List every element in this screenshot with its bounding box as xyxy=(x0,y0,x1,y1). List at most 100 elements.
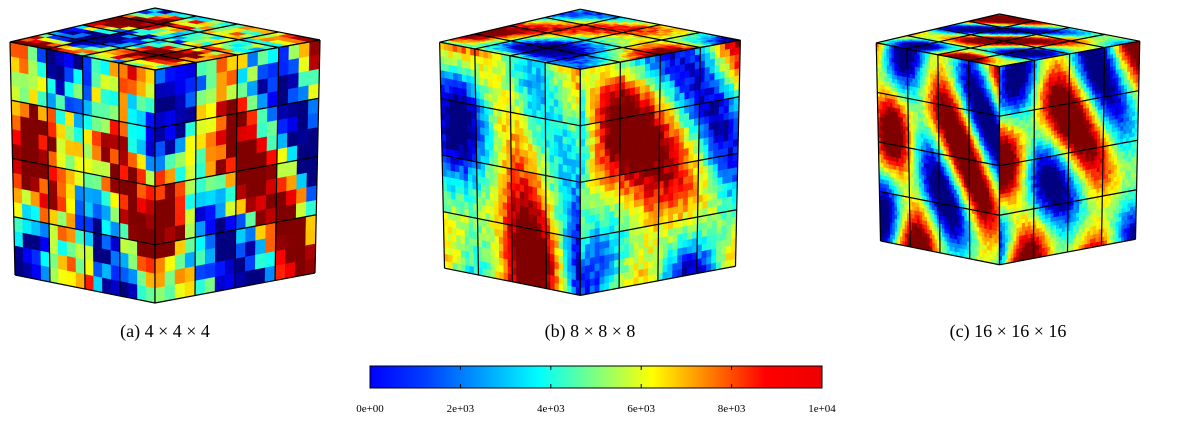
cell xyxy=(682,204,689,213)
cell xyxy=(619,187,625,197)
cell xyxy=(489,185,495,194)
cell xyxy=(584,194,591,203)
cell xyxy=(497,116,503,125)
cell xyxy=(734,47,741,56)
cell xyxy=(540,75,546,85)
cell xyxy=(712,184,718,194)
cell xyxy=(490,256,496,265)
cell xyxy=(698,138,705,147)
cell xyxy=(246,138,258,156)
cell xyxy=(467,124,473,134)
cell xyxy=(118,120,129,138)
cell xyxy=(649,97,656,107)
cell xyxy=(716,226,723,235)
cell xyxy=(92,173,102,191)
cell xyxy=(567,151,572,160)
cell xyxy=(84,230,94,248)
cell xyxy=(689,76,696,85)
cell xyxy=(567,271,573,280)
cell xyxy=(687,224,693,234)
cell xyxy=(489,192,495,201)
cell xyxy=(523,79,529,88)
cell xyxy=(678,184,684,193)
cell xyxy=(497,123,503,133)
cell xyxy=(91,72,102,89)
cell xyxy=(536,187,542,197)
cell xyxy=(246,109,258,127)
cell xyxy=(549,140,555,150)
cell xyxy=(276,161,288,179)
cell xyxy=(575,202,581,211)
cell xyxy=(22,218,32,236)
cell xyxy=(648,253,654,262)
cell xyxy=(128,210,138,227)
cell xyxy=(585,88,591,97)
cell xyxy=(443,49,449,59)
cell xyxy=(558,71,564,81)
cell xyxy=(679,113,685,123)
cell xyxy=(174,267,186,285)
cell xyxy=(515,197,521,207)
cell xyxy=(110,206,120,224)
cell xyxy=(145,286,156,304)
cell xyxy=(663,200,669,210)
cell xyxy=(693,131,700,141)
cell xyxy=(93,246,103,264)
cell xyxy=(84,245,94,262)
cell xyxy=(659,81,666,91)
cell xyxy=(687,203,694,213)
cell xyxy=(567,214,572,224)
cell xyxy=(558,85,564,95)
cell xyxy=(165,65,176,83)
cell xyxy=(101,146,111,164)
cell xyxy=(136,109,147,127)
cell xyxy=(553,127,559,137)
cell xyxy=(236,81,248,99)
cell xyxy=(234,271,246,289)
cell xyxy=(604,84,611,94)
cell xyxy=(445,134,451,144)
cell xyxy=(523,100,529,109)
cell xyxy=(562,185,568,195)
cell xyxy=(649,90,656,100)
cell xyxy=(723,105,730,114)
cell xyxy=(469,244,475,254)
cell xyxy=(468,230,474,240)
cell xyxy=(214,275,226,293)
cell xyxy=(629,66,636,75)
cell xyxy=(466,117,472,127)
cell xyxy=(727,167,733,177)
cell xyxy=(145,169,156,187)
cell xyxy=(532,102,537,111)
cell xyxy=(677,205,684,214)
cell xyxy=(711,220,718,229)
cell xyxy=(514,91,520,101)
cell xyxy=(214,245,226,263)
cell xyxy=(639,92,646,102)
cell xyxy=(119,281,130,299)
cell xyxy=(184,280,196,298)
cell xyxy=(65,154,76,172)
cell xyxy=(604,247,610,256)
cell xyxy=(514,63,520,72)
cell xyxy=(285,218,297,236)
cell xyxy=(494,193,499,202)
cell xyxy=(74,126,84,144)
cell xyxy=(457,66,463,75)
cell xyxy=(493,143,499,153)
cell xyxy=(145,126,156,144)
cell xyxy=(678,170,684,179)
cell xyxy=(465,258,471,267)
cell xyxy=(185,135,197,153)
cell xyxy=(648,239,654,248)
cell xyxy=(653,231,659,240)
cell xyxy=(638,191,645,200)
cell xyxy=(37,76,48,93)
cell xyxy=(22,203,32,221)
cell xyxy=(109,90,120,107)
cell xyxy=(460,243,466,252)
cell xyxy=(515,190,521,200)
cell xyxy=(589,136,596,146)
cell xyxy=(37,61,47,79)
cell xyxy=(639,85,646,95)
